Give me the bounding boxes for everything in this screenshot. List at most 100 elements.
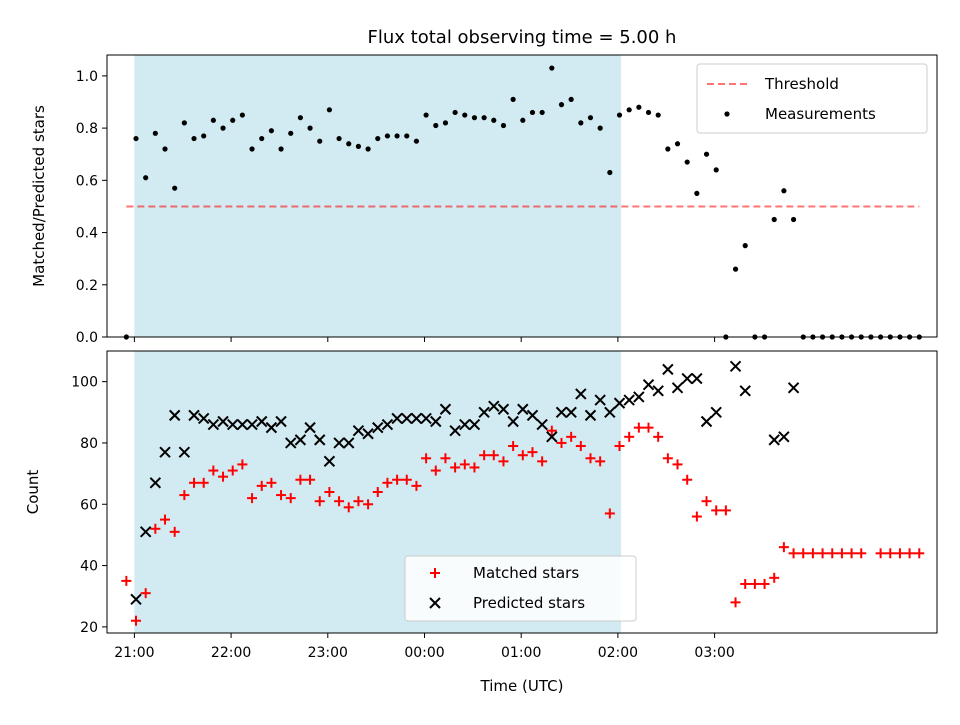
data-point bbox=[671, 382, 684, 394]
data-point bbox=[568, 96, 574, 102]
x-b bbox=[197, 412, 210, 425]
data-point bbox=[149, 477, 162, 489]
data-point bbox=[701, 496, 712, 507]
data-point bbox=[633, 391, 645, 403]
x-b bbox=[265, 421, 278, 434]
data-point bbox=[674, 141, 681, 147]
x-b bbox=[429, 597, 441, 609]
data-point bbox=[304, 421, 316, 434]
data-point bbox=[236, 418, 249, 431]
data-point bbox=[401, 474, 412, 485]
data-point bbox=[266, 477, 277, 488]
data-point bbox=[642, 379, 655, 391]
data-point bbox=[430, 415, 442, 428]
data-point bbox=[790, 216, 797, 223]
data-point bbox=[498, 456, 509, 467]
data-point bbox=[626, 107, 632, 113]
data-point bbox=[836, 548, 847, 559]
data-point bbox=[392, 474, 403, 485]
data-point bbox=[218, 471, 229, 482]
data-point bbox=[372, 487, 383, 497]
x-b bbox=[275, 415, 287, 428]
data-point bbox=[788, 548, 799, 559]
data-point bbox=[343, 502, 354, 513]
data-point bbox=[452, 109, 458, 116]
data-point bbox=[317, 138, 323, 144]
data-point bbox=[584, 409, 597, 422]
data-point bbox=[624, 431, 635, 442]
data-point bbox=[188, 409, 200, 422]
data-point bbox=[732, 266, 739, 272]
data-point bbox=[597, 125, 603, 131]
panel-2: 20 40 60 80 100 21:00 22:00 23:00 00:00 01:00 02:0… bbox=[24, 350, 938, 695]
data-point bbox=[469, 462, 480, 473]
data-point bbox=[769, 572, 780, 583]
data-point bbox=[682, 474, 693, 485]
data-point bbox=[652, 385, 664, 397]
legend-matched-label: Matched stars bbox=[473, 564, 579, 582]
data-point bbox=[365, 146, 371, 152]
data-point bbox=[710, 406, 722, 419]
data-point bbox=[539, 109, 545, 116]
data-point bbox=[375, 135, 381, 142]
x-b bbox=[468, 418, 481, 431]
data-point bbox=[265, 421, 278, 434]
data-point bbox=[439, 403, 452, 415]
chart-panels: 0.0 0.2 0.4 0.6 0.8 1.0 Matched/Predicted star… bbox=[24, 27, 938, 695]
legend: Matched stars Predicted stars bbox=[404, 555, 637, 622]
data-point bbox=[500, 122, 507, 129]
y-axis-label: Matched/Predicted stars bbox=[30, 105, 48, 287]
data-point bbox=[353, 496, 364, 507]
data-point bbox=[537, 456, 548, 467]
data-point bbox=[295, 474, 306, 485]
x-b bbox=[188, 409, 200, 422]
x-b bbox=[565, 406, 577, 419]
data-point bbox=[739, 385, 751, 397]
x-b bbox=[420, 412, 432, 425]
data-point bbox=[169, 526, 180, 537]
data-point bbox=[256, 415, 268, 428]
data-point bbox=[700, 415, 713, 428]
x-b bbox=[700, 415, 713, 428]
data-point bbox=[510, 96, 516, 102]
data-point bbox=[130, 593, 142, 605]
chart-title: Flux total observing time = 5.00 h bbox=[368, 27, 677, 48]
data-point bbox=[247, 493, 258, 504]
x-b bbox=[149, 477, 162, 489]
x-b bbox=[623, 394, 635, 406]
data-point bbox=[285, 493, 296, 504]
x-b bbox=[604, 406, 616, 419]
data-point bbox=[488, 450, 499, 461]
data-point bbox=[288, 130, 294, 136]
legend: Threshold Measurements bbox=[696, 63, 928, 134]
data-point bbox=[633, 422, 644, 433]
data-point bbox=[875, 548, 886, 559]
x-b bbox=[410, 412, 423, 425]
data-point bbox=[556, 437, 567, 448]
data-point bbox=[749, 578, 760, 589]
x-b bbox=[710, 406, 722, 419]
data-point bbox=[575, 388, 587, 400]
data-point bbox=[604, 508, 615, 519]
data-point bbox=[730, 597, 741, 608]
data-point bbox=[159, 446, 171, 458]
x-b bbox=[352, 424, 365, 437]
x-b bbox=[478, 406, 490, 419]
data-point bbox=[208, 465, 219, 476]
data-point bbox=[307, 125, 313, 131]
x-b bbox=[139, 526, 152, 538]
data-point bbox=[885, 548, 896, 559]
data-point bbox=[268, 128, 274, 134]
data-point bbox=[566, 431, 577, 442]
data-point bbox=[346, 141, 352, 147]
data-point bbox=[121, 575, 132, 586]
x-b bbox=[787, 382, 800, 394]
x-b bbox=[333, 437, 345, 449]
data-point bbox=[381, 418, 394, 431]
data-point bbox=[578, 120, 584, 126]
x-tick-label: 03:00 bbox=[694, 645, 734, 661]
legend-measurements-swatch bbox=[724, 111, 730, 117]
data-point bbox=[691, 511, 702, 522]
